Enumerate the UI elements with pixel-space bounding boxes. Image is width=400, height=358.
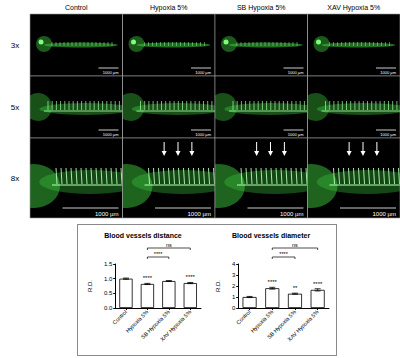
svg-text:ns: ns <box>292 242 298 248</box>
svg-text:4: 4 <box>232 261 236 267</box>
svg-text:1000 µm: 1000 µm <box>380 70 396 75</box>
svg-text:1000 µm: 1000 µm <box>373 211 396 217</box>
svg-text:****: **** <box>279 251 288 257</box>
svg-text:Hypoxia 5%: Hypoxia 5% <box>150 4 187 12</box>
svg-text:1000 µm: 1000 µm <box>103 132 119 137</box>
svg-text:XAV Hypoxia 5%: XAV Hypoxia 5% <box>286 309 320 343</box>
svg-text:3: 3 <box>232 272 236 278</box>
svg-text:XAV Hypoxia 5%: XAV Hypoxia 5% <box>159 309 193 343</box>
svg-text:1000 µm: 1000 µm <box>103 70 119 75</box>
svg-text:1: 1 <box>232 294 236 300</box>
svg-text:R.D.: R.D. <box>215 280 221 292</box>
svg-text:1000 µm: 1000 µm <box>195 132 211 137</box>
svg-text:Hypoxia 5%: Hypoxia 5% <box>124 308 150 334</box>
svg-text:XAV Hypoxia 5%: XAV Hypoxia 5% <box>327 4 380 12</box>
svg-text:1000 µm: 1000 µm <box>288 70 304 75</box>
svg-text:1.5: 1.5 <box>104 261 113 267</box>
svg-text:Hypoxia 5%: Hypoxia 5% <box>249 308 275 334</box>
svg-text:SB Hypoxia 5%: SB Hypoxia 5% <box>139 308 171 341</box>
svg-text:3x: 3x <box>11 41 19 50</box>
svg-text:0: 0 <box>232 305 236 311</box>
svg-text:R.D.: R.D. <box>87 280 93 292</box>
svg-text:Control: Control <box>111 309 128 326</box>
svg-text:Blood vessels diameter: Blood vessels diameter <box>232 232 310 239</box>
svg-text:****: **** <box>268 279 278 285</box>
svg-text:1000 µm: 1000 µm <box>188 211 211 217</box>
svg-text:SB Hypoxia 5%: SB Hypoxia 5% <box>265 308 298 341</box>
svg-text:Blood vessels distance: Blood vessels distance <box>104 232 182 239</box>
svg-text:5x: 5x <box>11 103 19 112</box>
svg-text:1000 µm: 1000 µm <box>380 132 396 137</box>
svg-text:2: 2 <box>232 283 236 289</box>
svg-text:1000 µm: 1000 µm <box>288 132 304 137</box>
svg-text:Control: Control <box>235 309 252 326</box>
svg-text:****: **** <box>313 281 323 287</box>
svg-text:ns: ns <box>166 242 172 248</box>
svg-text:8x: 8x <box>11 174 19 183</box>
svg-text:0.5: 0.5 <box>104 290 113 296</box>
svg-text:1000 µm: 1000 µm <box>280 211 303 217</box>
svg-text:0.0: 0.0 <box>104 305 113 311</box>
svg-text:****: **** <box>154 251 163 257</box>
svg-text:****: **** <box>186 274 196 280</box>
svg-text:1000 µm: 1000 µm <box>95 211 118 217</box>
svg-text:****: **** <box>143 275 153 281</box>
svg-text:SB Hypoxia 5%: SB Hypoxia 5% <box>237 4 286 12</box>
svg-text:**: ** <box>293 285 298 291</box>
svg-text:1000 µm: 1000 µm <box>195 70 211 75</box>
svg-text:1.0: 1.0 <box>104 276 113 282</box>
svg-text:Control: Control <box>65 4 88 11</box>
